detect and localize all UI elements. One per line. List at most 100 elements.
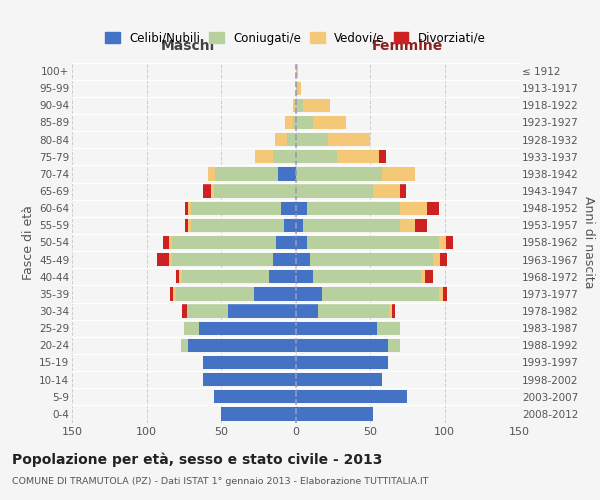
Bar: [296, 116, 313, 129]
Bar: [439, 287, 443, 300]
Bar: [169, 236, 172, 249]
Bar: [278, 167, 296, 180]
Bar: [296, 338, 388, 352]
Bar: [284, 218, 296, 232]
Bar: [337, 150, 379, 164]
Bar: [276, 236, 296, 249]
Text: Femmine: Femmine: [371, 39, 443, 53]
Bar: [303, 218, 400, 232]
Bar: [255, 150, 273, 164]
Bar: [389, 304, 392, 318]
Legend: Celibi/Nubili, Coniugati/e, Vedovi/e, Divorziati/e: Celibi/Nubili, Coniugati/e, Vedovi/e, Di…: [101, 27, 490, 50]
Bar: [187, 304, 229, 318]
Bar: [157, 253, 169, 266]
Bar: [188, 218, 191, 232]
Bar: [176, 287, 254, 300]
Bar: [296, 407, 373, 420]
Bar: [163, 236, 169, 249]
Bar: [425, 270, 433, 283]
Bar: [170, 287, 173, 300]
Bar: [296, 150, 337, 164]
Bar: [296, 287, 322, 300]
Text: Maschi: Maschi: [161, 39, 215, 53]
Bar: [296, 184, 373, 198]
Bar: [273, 150, 296, 164]
Bar: [296, 253, 310, 266]
Bar: [296, 322, 377, 335]
Bar: [400, 184, 406, 198]
Bar: [433, 253, 440, 266]
Bar: [388, 338, 400, 352]
Bar: [377, 322, 400, 335]
Bar: [313, 116, 346, 129]
Bar: [318, 304, 389, 318]
Bar: [287, 133, 296, 146]
Bar: [296, 304, 318, 318]
Bar: [293, 116, 296, 129]
Bar: [382, 167, 415, 180]
Bar: [191, 218, 284, 232]
Bar: [172, 253, 273, 266]
Bar: [392, 304, 395, 318]
Y-axis label: Anni di nascita: Anni di nascita: [582, 196, 595, 289]
Bar: [229, 304, 296, 318]
Bar: [296, 82, 298, 95]
Bar: [446, 236, 454, 249]
Bar: [296, 270, 313, 283]
Bar: [328, 133, 370, 146]
Bar: [415, 218, 427, 232]
Bar: [281, 202, 296, 215]
Bar: [208, 167, 215, 180]
Bar: [322, 287, 439, 300]
Bar: [439, 236, 446, 249]
Bar: [184, 322, 199, 335]
Bar: [307, 236, 439, 249]
Bar: [296, 133, 328, 146]
Bar: [296, 236, 307, 249]
Bar: [269, 270, 296, 283]
Bar: [296, 218, 303, 232]
Bar: [440, 253, 448, 266]
Bar: [443, 287, 448, 300]
Bar: [214, 184, 296, 198]
Bar: [275, 133, 287, 146]
Bar: [191, 202, 281, 215]
Bar: [181, 338, 188, 352]
Bar: [296, 167, 382, 180]
Bar: [427, 202, 439, 215]
Bar: [296, 356, 388, 369]
Text: COMUNE DI TRAMUTOLA (PZ) - Dati ISTAT 1° gennaio 2013 - Elaborazione TUTTITALIA.: COMUNE DI TRAMUTOLA (PZ) - Dati ISTAT 1°…: [12, 477, 428, 486]
Bar: [296, 202, 307, 215]
Bar: [273, 253, 296, 266]
Bar: [296, 373, 382, 386]
Bar: [307, 202, 400, 215]
Bar: [310, 253, 433, 266]
Bar: [176, 270, 179, 283]
Bar: [296, 98, 303, 112]
Bar: [182, 304, 187, 318]
Bar: [313, 270, 421, 283]
Bar: [293, 98, 296, 112]
Bar: [173, 287, 176, 300]
Bar: [188, 338, 296, 352]
Bar: [214, 390, 296, 404]
Bar: [298, 82, 301, 95]
Bar: [296, 64, 298, 78]
Bar: [221, 407, 296, 420]
Bar: [203, 184, 211, 198]
Bar: [254, 287, 296, 300]
Bar: [179, 270, 182, 283]
Bar: [285, 116, 293, 129]
Bar: [203, 373, 296, 386]
Bar: [421, 270, 425, 283]
Bar: [379, 150, 386, 164]
Bar: [400, 218, 415, 232]
Bar: [296, 390, 407, 404]
Bar: [303, 98, 330, 112]
Bar: [188, 202, 191, 215]
Bar: [182, 270, 269, 283]
Bar: [211, 184, 214, 198]
Y-axis label: Fasce di età: Fasce di età: [22, 205, 35, 280]
Bar: [169, 253, 172, 266]
Bar: [185, 218, 188, 232]
